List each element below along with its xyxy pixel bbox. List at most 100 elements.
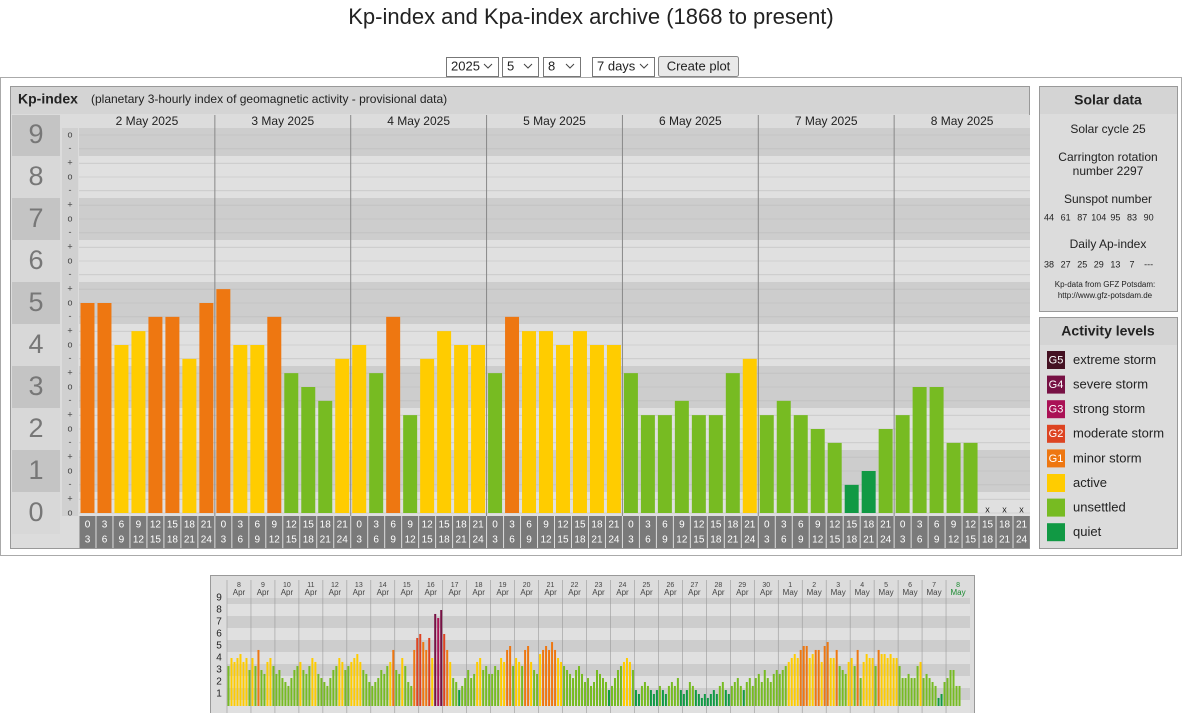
bar [607,690,610,706]
day-label: 5 [884,582,888,589]
day-label: 28 [714,582,722,589]
solar-title: Solar data [1074,92,1142,108]
bar [613,678,616,706]
hour-label: 6 [798,520,804,531]
month-select[interactable] [502,57,539,77]
hour-label: 21 [608,520,620,531]
y-tick-label: 5 [28,287,43,317]
hour-box [1013,516,1030,548]
bar [131,331,146,513]
hour-label: 6 [119,520,125,531]
hour-label: 18 [591,520,603,531]
bar [919,661,922,706]
y-tick-label: 9 [28,119,43,149]
hour-box [334,516,351,548]
sunspot-value: 83 [1127,212,1137,222]
day-value: 8 [548,58,555,73]
bar [817,649,820,706]
bar [661,690,664,706]
bar [733,682,736,706]
source-line: Kp-data from GFZ Potsdam: [1055,280,1155,289]
bar [353,658,356,706]
day-label: 4 [860,582,864,589]
hour-box [690,516,707,548]
ap-value: --- [1144,259,1153,269]
bar [356,654,359,706]
bar [539,331,553,513]
bar [341,661,344,706]
legend-swatch [1047,474,1065,492]
year-value: 2025 [451,58,480,73]
bar [861,471,876,513]
bar [759,415,774,513]
bar [658,685,661,706]
hour-label: 3 [900,535,906,546]
ap-value: 7 [1129,259,1134,269]
hour-label: 21 [744,520,756,531]
hour-label: 21 [1016,520,1028,531]
hour-box [215,516,232,548]
bar [311,658,314,706]
bar [575,670,578,706]
bar [392,649,395,706]
bar [593,682,596,706]
bar [776,400,791,513]
hour-label: 15 [167,520,179,531]
select-arrow [483,63,493,69]
month-label: May [926,588,941,597]
bar [772,673,775,706]
bar [352,345,367,513]
bar [850,658,853,706]
bar [267,316,282,513]
bar [916,666,919,706]
hour-label: 18 [863,520,875,531]
legend-label: minor storm [1073,450,1142,465]
hour-label: 0 [628,520,634,531]
hour-label: 15 [829,535,841,546]
day-label: 2 May 2025 [116,114,179,128]
bar [488,673,491,706]
bar [533,670,536,706]
month-label: Apr [281,588,294,597]
bar [907,673,910,706]
bar [80,303,95,513]
bar [901,678,904,706]
day-label: 7 [932,582,936,589]
chart-subtitle: (planetary 3-hourly index of geomagnetic… [91,92,447,106]
span-select[interactable] [592,57,655,77]
bar [628,661,631,706]
bar [616,670,619,706]
hour-label: 15 [693,535,705,546]
bar [422,642,425,706]
hour-label: 24 [473,535,485,546]
bar [841,670,844,706]
minor-tick-label: + [67,452,72,462]
ap-value: 25 [1077,259,1087,269]
month-label: May [903,588,918,597]
ap-value: 27 [1061,259,1071,269]
bar [657,415,672,513]
create-plot-button[interactable] [658,56,739,77]
bar [413,649,416,706]
sunspot-value: 90 [1144,212,1154,222]
bar [557,658,560,706]
bar [165,316,180,513]
y-band [227,664,970,676]
day-label: 23 [595,582,603,589]
minor-tick-label: + [67,326,72,336]
hour-label: 9 [136,520,142,531]
bar [556,345,570,513]
hour-label: 3 [356,535,362,546]
minor-tick-label: o [67,339,72,349]
bar [278,670,281,706]
day-select[interactable] [543,57,581,77]
hour-label: 21 [337,520,349,531]
bar [446,649,449,706]
y-band [227,628,970,640]
bar [922,678,925,706]
bar [437,618,440,706]
hour-label: 18 [456,520,468,531]
hour-box [860,516,877,548]
year-select[interactable] [446,57,499,77]
